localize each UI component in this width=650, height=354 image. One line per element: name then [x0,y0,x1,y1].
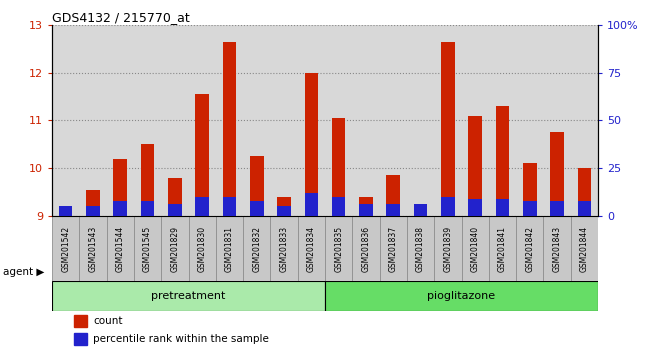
Bar [141,201,155,216]
Text: GSM201844: GSM201844 [580,226,589,272]
Text: GSM201836: GSM201836 [361,226,370,272]
Bar [414,204,428,216]
Bar [550,132,564,216]
Text: GSM201843: GSM201843 [552,226,562,272]
Text: pretreatment: pretreatment [151,291,226,301]
Bar [359,197,373,216]
Text: GSM201834: GSM201834 [307,226,316,272]
Bar [86,190,100,216]
FancyBboxPatch shape [216,216,243,281]
Bar [414,206,428,216]
Text: GSM201830: GSM201830 [198,226,207,272]
Bar [468,199,482,216]
FancyBboxPatch shape [325,281,598,312]
Bar [250,201,264,216]
Text: GDS4132 / 215770_at: GDS4132 / 215770_at [52,11,190,24]
Text: GSM201835: GSM201835 [334,226,343,272]
Text: GSM201832: GSM201832 [252,226,261,272]
Bar [441,197,454,216]
FancyBboxPatch shape [161,216,188,281]
FancyBboxPatch shape [489,216,516,281]
FancyBboxPatch shape [434,216,462,281]
Text: GSM201831: GSM201831 [225,226,234,272]
FancyBboxPatch shape [543,216,571,281]
Bar [278,197,291,216]
FancyBboxPatch shape [270,216,298,281]
Bar [523,163,537,216]
Text: GSM201829: GSM201829 [170,226,179,272]
FancyBboxPatch shape [325,216,352,281]
Bar [196,94,209,216]
FancyBboxPatch shape [52,216,79,281]
FancyBboxPatch shape [571,216,598,281]
Text: agent ▶: agent ▶ [3,267,45,277]
Bar [441,41,454,216]
Bar [577,201,592,216]
FancyBboxPatch shape [134,216,161,281]
Bar [468,115,482,216]
Bar [304,73,318,216]
Bar [196,197,209,216]
FancyBboxPatch shape [407,216,434,281]
Text: GSM201838: GSM201838 [416,226,425,272]
FancyBboxPatch shape [243,216,270,281]
Bar [250,156,264,216]
Bar [168,204,182,216]
Bar [278,206,291,216]
Bar [141,144,155,216]
Bar [222,41,237,216]
Text: GSM201842: GSM201842 [525,226,534,272]
Bar [86,206,100,216]
FancyBboxPatch shape [188,216,216,281]
FancyBboxPatch shape [107,216,134,281]
Bar [359,204,373,216]
Text: GSM201542: GSM201542 [61,226,70,272]
Text: GSM201841: GSM201841 [498,226,507,272]
Bar [577,168,592,216]
Bar [74,333,88,345]
Bar [332,118,346,216]
Text: count: count [93,316,122,326]
Text: GSM201839: GSM201839 [443,226,452,272]
Bar [59,206,73,216]
Text: GSM201545: GSM201545 [143,226,152,272]
Bar [74,315,88,327]
Bar [59,206,73,216]
Bar [387,175,400,216]
Bar [523,201,537,216]
Text: pioglitazone: pioglitazone [428,291,495,301]
Bar [495,199,510,216]
Bar [387,204,400,216]
Text: GSM201833: GSM201833 [280,226,289,272]
Bar [550,201,564,216]
Text: percentile rank within the sample: percentile rank within the sample [93,334,269,344]
FancyBboxPatch shape [298,216,325,281]
FancyBboxPatch shape [79,216,107,281]
Bar [114,201,127,216]
FancyBboxPatch shape [52,281,325,312]
Bar [114,159,127,216]
Text: GSM201837: GSM201837 [389,226,398,272]
Bar [304,193,318,216]
Bar [222,197,237,216]
FancyBboxPatch shape [380,216,407,281]
Text: GSM201840: GSM201840 [471,226,480,272]
FancyBboxPatch shape [352,216,380,281]
FancyBboxPatch shape [516,216,543,281]
Bar [495,106,510,216]
Bar [332,197,346,216]
Bar [168,178,182,216]
FancyBboxPatch shape [462,216,489,281]
Text: GSM201543: GSM201543 [88,226,98,272]
Text: GSM201544: GSM201544 [116,226,125,272]
